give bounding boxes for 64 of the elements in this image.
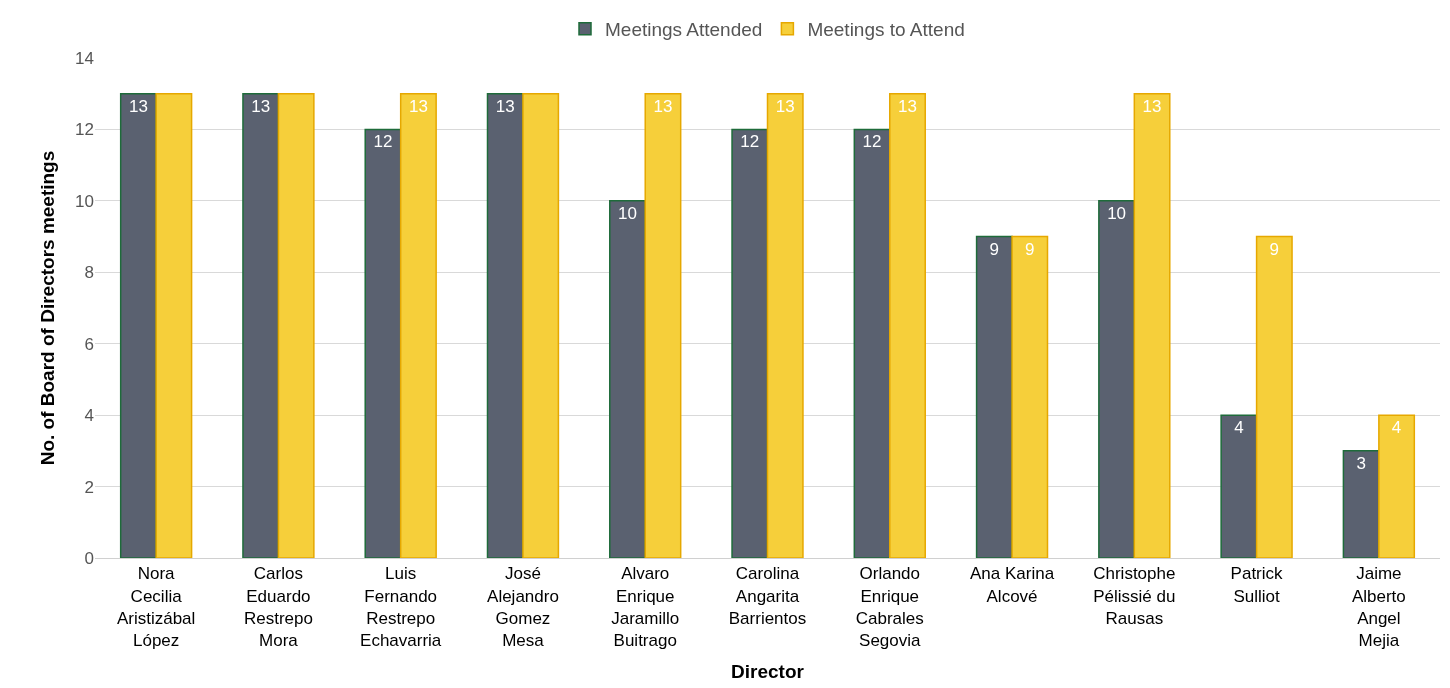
data-label: 13 xyxy=(251,96,271,116)
x-tick-label: Patrick Sulliot xyxy=(1230,564,1284,606)
bar xyxy=(975,235,1013,558)
legend-label: Meetings Attended xyxy=(605,19,763,41)
x-tick-label: Ana Karina Alcové xyxy=(969,564,1055,606)
x-tick-label: José Alejandro Gomez Mesa xyxy=(487,564,559,650)
bar xyxy=(644,92,682,558)
data-label: 3 xyxy=(1356,453,1366,473)
bar xyxy=(242,92,280,558)
bar xyxy=(1378,414,1416,558)
bar xyxy=(889,92,926,558)
data-label: 13 xyxy=(775,96,795,116)
x-tick-label: Alvaro Enrique Jaramillo Buitrago xyxy=(611,564,680,650)
x-tick-label: Carolina Angarita Barrientos xyxy=(728,564,807,628)
bar xyxy=(522,92,560,558)
data-label: 13 xyxy=(898,96,917,116)
x-tick-label: Luis Fernando Restrepo Echavarria xyxy=(360,564,442,650)
data-label: 13 xyxy=(653,96,673,116)
bar xyxy=(119,92,157,558)
y-tick-label: 2 xyxy=(84,477,94,497)
x-axis-title: Director xyxy=(731,660,805,682)
data-label: 12 xyxy=(740,132,760,152)
bar xyxy=(731,128,769,558)
data-label: 13 xyxy=(495,96,515,116)
data-label: 9 xyxy=(989,239,1000,259)
y-tick-label: 6 xyxy=(84,334,94,354)
bar xyxy=(1342,450,1380,558)
y-tick-label: 8 xyxy=(84,263,94,283)
bar xyxy=(766,92,804,558)
bar xyxy=(609,200,646,558)
bar xyxy=(1255,235,1293,558)
data-label: 13 xyxy=(128,96,148,116)
bar xyxy=(155,92,193,558)
y-tick-label: 4 xyxy=(84,406,94,426)
x-tick-label: Orlando Enrique Cabrales Segovia xyxy=(855,564,924,650)
y-tick-label: 0 xyxy=(84,548,94,568)
x-tick-label: Nora Cecilia Aristizábal López xyxy=(116,564,196,650)
data-label: 13 xyxy=(1142,96,1162,116)
bar xyxy=(1011,235,1049,558)
data-label: 12 xyxy=(373,132,393,152)
bar xyxy=(364,128,402,558)
x-tick-label: Jaime Alberto Angel Mejia xyxy=(1351,564,1406,650)
data-label: 12 xyxy=(862,132,882,152)
bar xyxy=(486,92,524,558)
bar xyxy=(1133,92,1171,558)
bar xyxy=(853,128,891,558)
data-label: 13 xyxy=(408,96,428,116)
y-axis-title: No. of Board of Directors meetings xyxy=(36,150,58,466)
data-label: 9 xyxy=(1269,239,1280,259)
data-label: 4 xyxy=(1391,418,1402,438)
bar xyxy=(399,92,437,558)
bar xyxy=(1220,414,1258,558)
legend-label: Meetings to Attend xyxy=(807,19,965,41)
x-tick-label: Carlos Eduardo Restrepo Mora xyxy=(243,564,313,650)
y-tick-label: 10 xyxy=(75,191,94,211)
y-tick-label: 12 xyxy=(75,120,94,140)
data-label: 10 xyxy=(618,203,637,223)
data-label: 10 xyxy=(1107,203,1127,223)
data-label: 4 xyxy=(1234,418,1244,438)
bar xyxy=(1098,200,1136,558)
y-tick-label: 14 xyxy=(75,48,94,68)
bar xyxy=(277,92,315,558)
x-tick-label: Christophe Pélissié du Rausas xyxy=(1093,564,1176,628)
data-label: 9 xyxy=(1025,239,1035,259)
